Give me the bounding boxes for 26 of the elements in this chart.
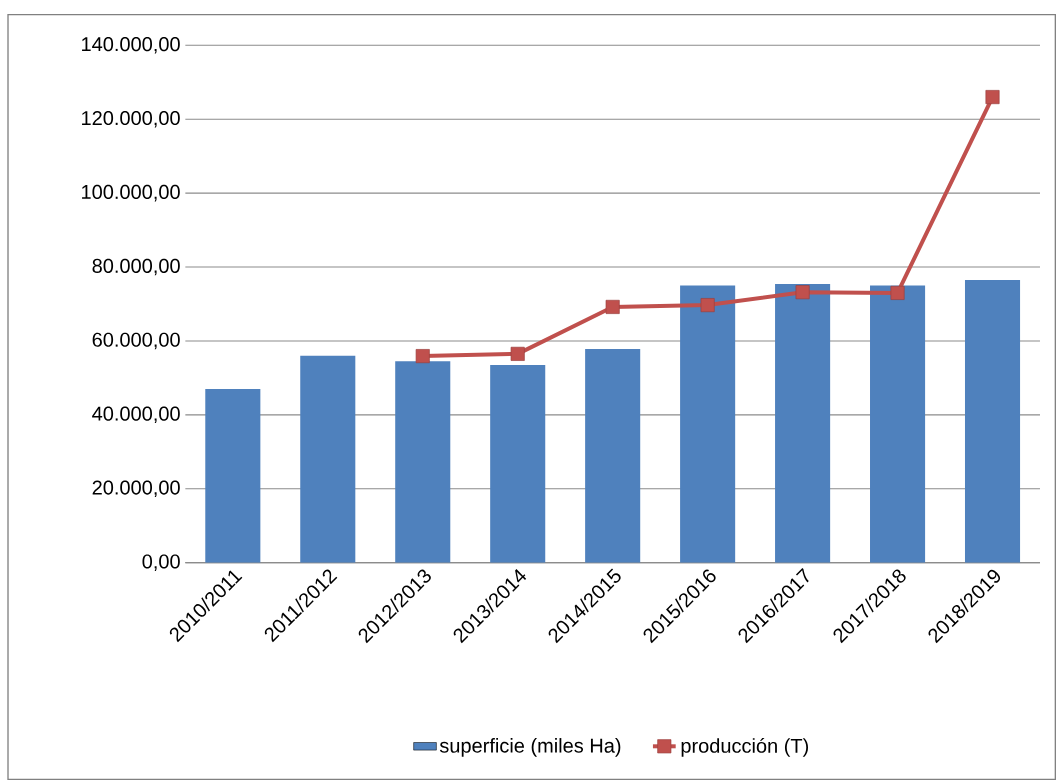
y-tick-label: 100.000,00: [82, 184, 180, 202]
bar: [964, 279, 1021, 563]
point: [700, 298, 715, 313]
point: [795, 285, 810, 300]
y-tick-label: 120.000,00: [82, 110, 180, 128]
y-tick-label: 40.000,00: [92, 406, 180, 424]
point: [510, 346, 525, 361]
y-tick-label: 80.000,00: [92, 258, 180, 276]
bar: [490, 364, 546, 563]
legend-label: superficie (miles Ha): [439, 738, 621, 757]
bar: [775, 284, 831, 563]
point: [890, 285, 905, 300]
y-tick-label: 20.000,00: [92, 480, 180, 497]
y-tick-label: 0,00: [142, 554, 180, 571]
point: [415, 349, 430, 364]
bar: [205, 388, 261, 563]
bar: [395, 361, 451, 563]
bar: [300, 355, 356, 563]
y-tick-label: 60.000,00: [92, 332, 180, 350]
y-tick-label: 140.000,00: [82, 37, 180, 54]
bar: [680, 285, 736, 563]
legend-label: producción (T): [681, 737, 809, 757]
point: [985, 90, 1000, 105]
point: [605, 299, 620, 314]
bar: [870, 285, 926, 563]
bar: [585, 349, 641, 563]
